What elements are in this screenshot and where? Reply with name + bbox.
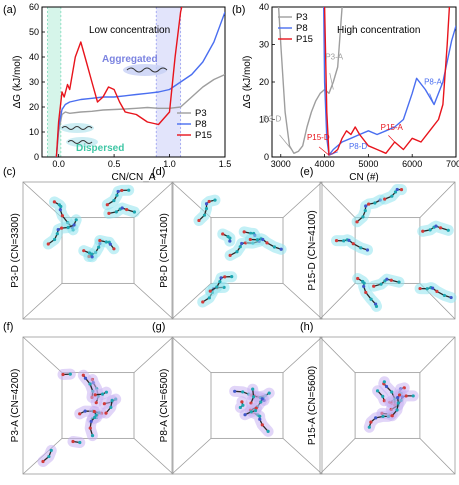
y-tick-label: 20 bbox=[259, 77, 269, 87]
snapshot-grid: (c) P3-D (CN=3300) (d) P8-D (CN=4100) (e) P15… bbox=[3, 166, 457, 475]
point-label: P15-D bbox=[307, 133, 330, 142]
snapshot-caption: P8-A (CN=6500) bbox=[159, 369, 170, 443]
x-tick-label: 4000 bbox=[315, 159, 335, 169]
snapshot-panel-e: (e) P15-D (CN=4100) bbox=[300, 166, 457, 320]
snapshot-panel-c: (c) P3-D (CN=3300) bbox=[3, 166, 174, 320]
x-tick-label: 1.5 bbox=[219, 159, 232, 169]
y-tick-label: 30 bbox=[259, 40, 269, 50]
point-label: P3-A bbox=[325, 53, 343, 62]
series-line-p15 bbox=[323, 7, 451, 156]
snapshot-panel-h: (h) P15-A (CN=5600) bbox=[300, 321, 456, 475]
snapshot-caption: P15-D (CN=4100) bbox=[307, 210, 318, 290]
dispersed-label: Dispersed bbox=[76, 143, 124, 154]
x-tick-label: 0.0 bbox=[52, 159, 65, 169]
snapshot-panel-label: (e) bbox=[300, 166, 313, 178]
aggregated-label: Aggregated bbox=[102, 54, 158, 65]
snapshot-panel-label: (g) bbox=[152, 321, 165, 333]
legend-label-p3: P3 bbox=[296, 12, 308, 23]
shaded-region-0 bbox=[47, 7, 61, 157]
legend-label-p15: P15 bbox=[296, 34, 313, 45]
series-line-p3 bbox=[277, 7, 343, 154]
point-label: P3-D bbox=[263, 114, 281, 123]
legend-label-p8: P8 bbox=[296, 23, 308, 34]
snapshot-panel-label: (h) bbox=[300, 321, 313, 333]
aggregated-cluster-icon bbox=[123, 64, 168, 76]
panel-b-ylabel: ΔG (kJ/mol) bbox=[242, 56, 253, 109]
series-line-p8 bbox=[55, 11, 225, 157]
snapshot-caption: P3-D (CN=3300) bbox=[10, 213, 21, 288]
point-label: P8-D bbox=[349, 142, 367, 151]
y-tick-label: 30 bbox=[29, 77, 39, 87]
panel-a-ylabel: ΔG (kJ/mol) bbox=[12, 56, 23, 109]
panel-a-xlabel: CN/CN_A bbox=[112, 172, 156, 183]
y-tick-label: 0 bbox=[34, 152, 39, 162]
y-tick-label: 10 bbox=[29, 127, 39, 137]
x-tick-label: 6000 bbox=[402, 159, 422, 169]
y-tick-label: 40 bbox=[29, 52, 39, 62]
molecule-cluster bbox=[42, 184, 140, 263]
y-tick-label: 0 bbox=[264, 152, 269, 162]
molecule-cluster bbox=[363, 376, 419, 433]
snapshot-panel-label: (c) bbox=[3, 166, 16, 178]
panel-b-xlabel: CN (#) bbox=[349, 172, 378, 183]
molecule-cluster bbox=[37, 368, 122, 467]
x-tick-label: 5000 bbox=[358, 159, 378, 169]
panel-b-label: (b) bbox=[232, 4, 245, 16]
y-tick-label: 10 bbox=[259, 115, 269, 125]
snapshot-panel-label: (d) bbox=[152, 166, 165, 178]
point-label: P8-A bbox=[424, 78, 442, 87]
y-tick-label: 40 bbox=[259, 2, 269, 12]
series-line-p15 bbox=[55, 7, 183, 157]
legend-label-p3: P3 bbox=[195, 108, 207, 119]
snapshot-panel-f: (f) P3-A (CN=4200) bbox=[3, 321, 174, 475]
panel-b-annotation: High concentration bbox=[337, 25, 420, 36]
molecule-cluster bbox=[229, 383, 275, 437]
molecule-cluster bbox=[193, 194, 287, 308]
point-label: P15-A bbox=[381, 123, 404, 132]
snapshot-panel-label: (f) bbox=[3, 321, 13, 333]
series-line-p3 bbox=[55, 73, 225, 157]
y-tick-label: 20 bbox=[29, 102, 39, 112]
x-tick-label: 1.0 bbox=[163, 159, 176, 169]
panel-a-chart: (a) 0.0 0.5 1.0 1.5 0 10 20 30 40 50 60 Low concen… bbox=[3, 2, 231, 183]
legend-label-p8: P8 bbox=[195, 119, 207, 130]
molecule-cluster bbox=[331, 184, 457, 312]
snapshot-panel-g: (g) P8-A (CN=6500) bbox=[152, 321, 323, 475]
y-tick-label: 50 bbox=[29, 27, 39, 37]
dispersed-cluster-icon bbox=[60, 123, 98, 147]
snapshot-caption: P15-A (CN=5600) bbox=[307, 366, 318, 445]
snapshot-caption: P3-A (CN=4200) bbox=[10, 369, 21, 443]
shaded-region-1 bbox=[156, 7, 181, 157]
panel-a-annotation: Low concentration bbox=[89, 25, 170, 36]
x-tick-label: 3000 bbox=[271, 159, 291, 169]
snapshot-panel-d: (d) P8-D (CN=4100) bbox=[152, 166, 323, 320]
legend-label-p15: P15 bbox=[195, 130, 212, 141]
snapshot-caption: P8-D (CN=4100) bbox=[159, 213, 170, 288]
panel-a-label: (a) bbox=[3, 4, 16, 16]
x-tick-label: 0.5 bbox=[108, 159, 121, 169]
y-tick-label: 60 bbox=[29, 2, 39, 12]
